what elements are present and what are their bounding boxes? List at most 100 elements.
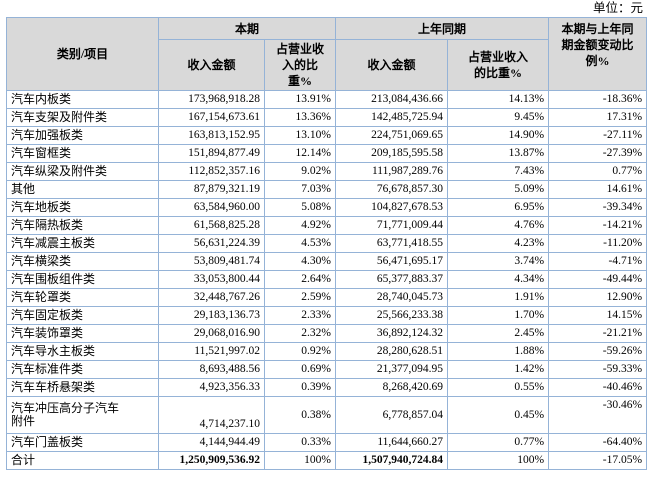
category-cell: 汽车冲压高分子汽车 附件 xyxy=(6,396,159,434)
prior-amount-cell: 63,771,418.55 xyxy=(335,234,449,253)
prior-pct-cell: 1.88% xyxy=(447,342,550,361)
current-amount-cell: 112,852,357.16 xyxy=(158,162,265,181)
current-pct-cell: 0.92% xyxy=(263,342,337,361)
category-cell: 汽车纵梁及附件类 xyxy=(6,162,159,181)
prior-pct-cell: 4.34% xyxy=(447,270,550,289)
category-cell: 汽车标准件类 xyxy=(6,360,159,379)
current-amount-cell: 56,631,224.39 xyxy=(158,234,265,253)
table-row: 汽车固定板类 29,183,136.73 2.33% 25,566,233.38 1.7… xyxy=(6,306,648,325)
category-cell: 汽车车桥悬架类 xyxy=(6,378,159,397)
table-row: 汽车纵梁及附件类 112,852,357.16 9.02% 111,987,289.7… xyxy=(6,162,648,181)
current-amount-cell: 53,809,481.74 xyxy=(158,252,265,271)
current-pct-cell: 0.38% xyxy=(263,396,337,434)
current-pct-cell: 0.33% xyxy=(263,433,337,452)
category-cell: 其他 xyxy=(6,180,159,199)
prior-pct-cell: 7.43% xyxy=(447,162,550,181)
header-change-ratio: 本期与上年同 期金额变动比 例% xyxy=(548,17,648,91)
prior-pct-cell: 1.91% xyxy=(447,288,550,307)
current-amount-cell: 4,714,237.10 xyxy=(158,396,265,434)
table-row: 汽车横梁类 53,809,481.74 4.30% 56,471,695.17 3.74… xyxy=(6,252,648,271)
prior-pct-cell: 1.70% xyxy=(447,306,550,325)
current-pct-cell: 5.08% xyxy=(263,198,337,217)
header-prior-pct: 占营业收入 的比重% xyxy=(447,39,550,91)
current-pct-cell: 13.36% xyxy=(263,108,337,127)
current-amount-cell: 32,448,767.26 xyxy=(158,288,265,307)
prior-pct-cell: 0.45% xyxy=(447,396,550,434)
category-cell: 汽车支架及附件类 xyxy=(6,108,159,127)
total-row: 合计 1,250,909,536.92 100% 1,507,940,724.84 10… xyxy=(6,451,648,470)
table-row: 汽车冲压高分子汽车 附件 4,714,237.10 0.38% 6,778,857.0… xyxy=(6,396,648,434)
prior-amount-cell: 142,485,725.94 xyxy=(335,108,449,127)
table-row: 汽车减震主板类 56,631,224.39 4.53% 63,771,418.55 4.… xyxy=(6,234,648,253)
current-pct-cell: 4.30% xyxy=(263,252,337,271)
current-amount-cell: 61,568,825.28 xyxy=(158,216,265,235)
current-amount-cell: 87,879,321.19 xyxy=(158,180,265,199)
current-pct-cell: 13.91% xyxy=(263,90,337,109)
prior-amount-cell: 1,507,940,724.84 xyxy=(335,451,449,470)
prior-amount-cell: 76,678,857.30 xyxy=(335,180,449,199)
change-pct-cell: -30.46% xyxy=(548,396,648,434)
table-row: 汽车装饰罩类 29,068,016.90 2.32% 36,892,124.32 2.4… xyxy=(6,324,648,343)
current-amount-cell: 4,923,356.33 xyxy=(158,378,265,397)
prior-amount-cell: 28,740,045.73 xyxy=(335,288,449,307)
table-row: 汽车导水主板类 11,521,997.02 0.92% 28,280,628.51 1.… xyxy=(6,342,648,361)
category-cell: 汽车门盖板类 xyxy=(6,433,159,452)
change-pct-cell: -59.26% xyxy=(548,342,648,361)
prior-amount-cell: 104,827,678.53 xyxy=(335,198,449,217)
prior-amount-cell: 224,751,069.65 xyxy=(335,126,449,145)
prior-amount-cell: 21,377,094.95 xyxy=(335,360,449,379)
current-pct-cell: 100% xyxy=(263,451,337,470)
table-row: 汽车支架及附件类 167,154,673.61 13.36% 142,485,725.… xyxy=(6,108,648,127)
table-row: 汽车门盖板类 4,144,944.49 0.33% 11,644,660.27 0.77… xyxy=(6,433,648,452)
prior-amount-cell: 65,377,883.37 xyxy=(335,270,449,289)
category-cell: 汽车地板类 xyxy=(6,198,159,217)
category-cell: 汽车导水主板类 xyxy=(6,342,159,361)
prior-amount-cell: 36,892,124.32 xyxy=(335,324,449,343)
change-pct-cell: -14.21% xyxy=(548,216,648,235)
prior-pct-cell: 9.45% xyxy=(447,108,550,127)
change-pct-cell: -59.33% xyxy=(548,360,648,379)
prior-pct-cell: 2.45% xyxy=(447,324,550,343)
change-pct-cell: -4.71% xyxy=(548,252,648,271)
category-cell: 汽车固定板类 xyxy=(6,306,159,325)
category-cell: 汽车减震主板类 xyxy=(6,234,159,253)
current-pct-cell: 7.03% xyxy=(263,180,337,199)
prior-pct-cell: 0.55% xyxy=(447,378,550,397)
change-pct-cell: -27.11% xyxy=(548,126,648,145)
current-amount-cell: 29,068,016.90 xyxy=(158,324,265,343)
change-pct-cell: 0.77% xyxy=(548,162,648,181)
prior-amount-cell: 6,778,857.04 xyxy=(335,396,449,434)
category-cell: 汽车横梁类 xyxy=(6,252,159,271)
table-row: 汽车轮罩类 32,448,767.26 2.59% 28,740,045.73 1.91… xyxy=(6,288,648,307)
current-pct-cell: 0.69% xyxy=(263,360,337,379)
prior-amount-cell: 111,987,289.76 xyxy=(335,162,449,181)
prior-pct-cell: 5.09% xyxy=(447,180,550,199)
change-pct-cell: -21.21% xyxy=(548,324,648,343)
header-current-pct: 占营业收 入的比 重% xyxy=(263,39,337,91)
current-amount-cell: 4,144,944.49 xyxy=(158,433,265,452)
current-pct-cell: 2.33% xyxy=(263,306,337,325)
category-cell: 汽车围板组件类 xyxy=(6,270,159,289)
current-pct-cell: 0.39% xyxy=(263,378,337,397)
current-amount-cell: 1,250,909,536.92 xyxy=(158,451,265,470)
prior-pct-cell: 13.87% xyxy=(447,144,550,163)
current-amount-cell: 29,183,136.73 xyxy=(158,306,265,325)
category-cell: 汽车装饰罩类 xyxy=(6,324,159,343)
change-pct-cell: -17.05% xyxy=(548,451,648,470)
current-amount-cell: 173,968,918.28 xyxy=(158,90,265,109)
header-current-revenue: 收入金额 xyxy=(158,39,265,91)
change-pct-cell: -27.39% xyxy=(548,144,648,163)
table-row: 汽车围板组件类 33,053,800.44 2.64% 65,377,883.37 4.… xyxy=(6,270,648,289)
prior-pct-cell: 3.74% xyxy=(447,252,550,271)
prior-amount-cell: 25,566,233.38 xyxy=(335,306,449,325)
prior-pct-cell: 1.42% xyxy=(447,360,550,379)
table-row: 汽车隔热板类 61,568,825.28 4.92% 71,771,009.44 4.7… xyxy=(6,216,648,235)
current-pct-cell: 2.64% xyxy=(263,270,337,289)
change-pct-cell: -49.44% xyxy=(548,270,648,289)
current-pct-cell: 4.92% xyxy=(263,216,337,235)
change-pct-cell: -40.46% xyxy=(548,378,648,397)
current-amount-cell: 167,154,673.61 xyxy=(158,108,265,127)
current-pct-cell: 9.02% xyxy=(263,162,337,181)
table-row: 其他 87,879,321.19 7.03% 76,678,857.30 5.09% 14… xyxy=(6,180,648,199)
